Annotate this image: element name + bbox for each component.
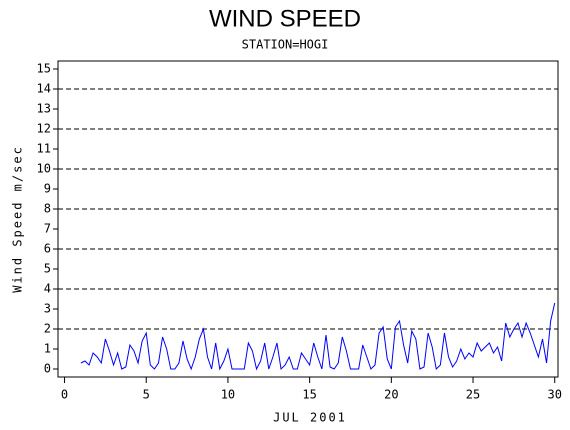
y-tick-label: 13 (37, 102, 51, 116)
x-tick-label: 25 (466, 388, 480, 402)
y-tick-label: 14 (37, 82, 51, 96)
chart-subtitle: STATION=HOGI (242, 38, 329, 52)
chart-title: WIND SPEED (209, 5, 361, 32)
y-tick-label: 8 (44, 202, 51, 216)
data-line (80, 302, 556, 371)
y-tick-label: 0 (44, 362, 51, 376)
y-tick-label: 9 (44, 182, 51, 196)
y-tick-label: 5 (44, 262, 51, 276)
x-axis-label: JUL 2001 (273, 411, 347, 425)
x-tick-label: 0 (61, 388, 68, 402)
x-tick-label: 10 (221, 388, 235, 402)
y-tick-label: 11 (37, 142, 51, 156)
x-tick-label: 20 (384, 388, 398, 402)
y-tick-label: 7 (44, 222, 51, 236)
x-tick-label: 5 (143, 388, 150, 402)
y-tick-label: 4 (44, 282, 51, 296)
y-axis-label: Wind Speed m/sec (11, 145, 25, 293)
y-tick-label: 10 (37, 162, 51, 176)
y-tick-label: 2 (44, 322, 51, 336)
y-tick-label: 3 (44, 302, 51, 316)
y-tick-label: 12 (37, 122, 51, 136)
y-tick-label: 15 (37, 62, 51, 76)
x-tick-label: 30 (548, 388, 562, 402)
y-tick-label: 1 (44, 342, 51, 356)
y-tick-label: 6 (44, 242, 51, 256)
x-tick-label: 15 (302, 388, 316, 402)
plot-frame (57, 60, 559, 378)
